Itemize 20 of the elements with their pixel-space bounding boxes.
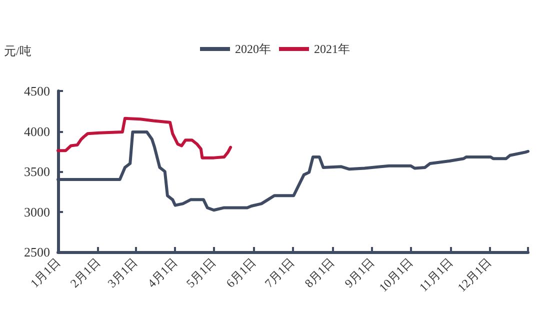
x-tick-label: 10月1日 [376, 255, 416, 295]
x-tick-label: 6月1日 [223, 255, 259, 290]
x-tick-label: 4月1日 [144, 255, 180, 290]
y-tick-label: 3500 [24, 164, 50, 179]
x-tick-label: 5月1日 [183, 255, 219, 290]
legend-label: 2020年 [235, 42, 271, 56]
y-tick-label: 4500 [24, 84, 50, 98]
line-series [56, 116, 232, 160]
y-tick-label: 3000 [24, 204, 50, 220]
x-tick-label: 12月1日 [454, 255, 494, 295]
legend-label: 2021年 [314, 42, 350, 56]
x-tick-label: 11月1日 [416, 255, 456, 294]
y-axis-title: 元/吨 [4, 44, 32, 58]
x-tick-label: 3月1日 [104, 255, 140, 290]
x-tick-label: 9月1日 [342, 255, 378, 290]
x-tick-label: 7月1日 [262, 255, 298, 290]
y-tick-label: 2500 [24, 244, 50, 260]
x-tick-label: 8月1日 [302, 255, 338, 290]
y-tick-label: 4000 [24, 124, 50, 139]
x-tick-label: 2月1日 [68, 255, 103, 290]
